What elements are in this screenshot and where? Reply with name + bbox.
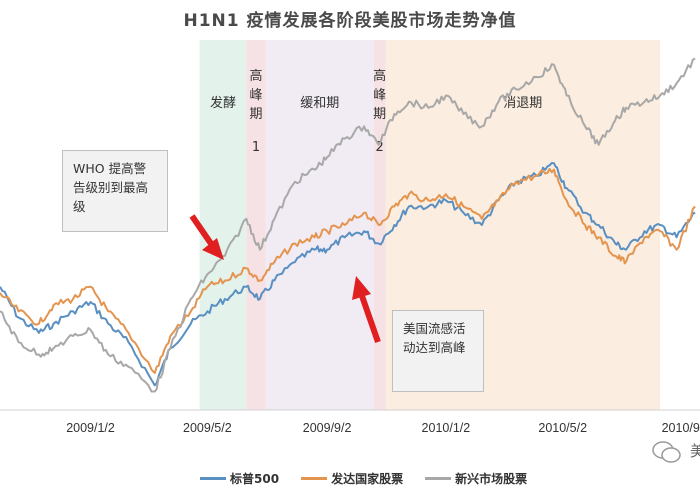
x-tick-label: 2010/5/2 xyxy=(538,421,587,435)
legend: 标普500 发达国家股票 新兴市场股票 xyxy=(200,470,549,487)
who-callout: WHO 提高警告级别到最高级 xyxy=(62,150,168,232)
phase-band xyxy=(199,40,247,410)
phase-label: 消退期 xyxy=(503,96,542,111)
x-tick-label: 2009/5/2 xyxy=(183,421,232,435)
series-line-1 xyxy=(0,167,696,374)
legend-item: 标普500 xyxy=(200,470,279,487)
phase-label: 缓和期 xyxy=(300,96,339,111)
legend-label-sp500: 标普500 xyxy=(230,472,280,486)
x-tick-label: 2010/1/2 xyxy=(422,421,471,435)
phase-label: 高 xyxy=(373,68,386,84)
phase-bands xyxy=(199,40,661,410)
who-arrow-shaft xyxy=(189,214,217,250)
phase-label: 期 xyxy=(250,107,263,122)
x-tick-label: 2009/1/2 xyxy=(66,421,115,435)
phase-band xyxy=(265,40,374,410)
phase-label: 峰 xyxy=(250,88,263,103)
legend-swatch-developed xyxy=(301,477,328,480)
watermark-text: 美 xyxy=(690,442,700,460)
legend-label-emerging: 新兴市场股票 xyxy=(455,472,528,486)
x-tick-label: 2009/9/2 xyxy=(303,421,352,435)
arrows xyxy=(189,214,381,343)
peak-arrow-shaft xyxy=(359,295,381,343)
legend-item: 发达国家股票 xyxy=(301,470,403,487)
x-tick-labels: 2009/1/2 2009/5/2 2009/9/2 2010/1/2 2010/5/2… xyxy=(66,421,700,435)
chart-title: H1N1 疫情发展各阶段美股市场走势净值 xyxy=(183,11,517,31)
phase-band xyxy=(246,40,266,410)
phase-label: 1 xyxy=(252,140,260,155)
phase-label: 高 xyxy=(250,68,263,84)
phase-label: 峰 xyxy=(373,88,386,103)
us-peak-callout: 美国流感活动达到高峰 xyxy=(392,310,484,392)
legend-label-developed: 发达国家股票 xyxy=(331,472,404,486)
series-line-0 xyxy=(0,162,696,387)
legend-swatch-sp500 xyxy=(200,477,226,480)
who-arrow-head xyxy=(202,238,224,260)
series-line-2 xyxy=(0,57,696,393)
series-lines xyxy=(0,57,696,393)
wechat-icon xyxy=(652,440,682,470)
legend-swatch-emerging xyxy=(425,477,452,480)
phase-label: 2 xyxy=(376,140,384,155)
legend-item: 新兴市场股票 xyxy=(425,470,527,487)
peak-arrow-head xyxy=(352,276,371,300)
phase-label: 期 xyxy=(373,107,386,122)
x-tick-label: 2010/9/ xyxy=(662,421,700,435)
phase-label: 发酵 xyxy=(210,95,236,111)
